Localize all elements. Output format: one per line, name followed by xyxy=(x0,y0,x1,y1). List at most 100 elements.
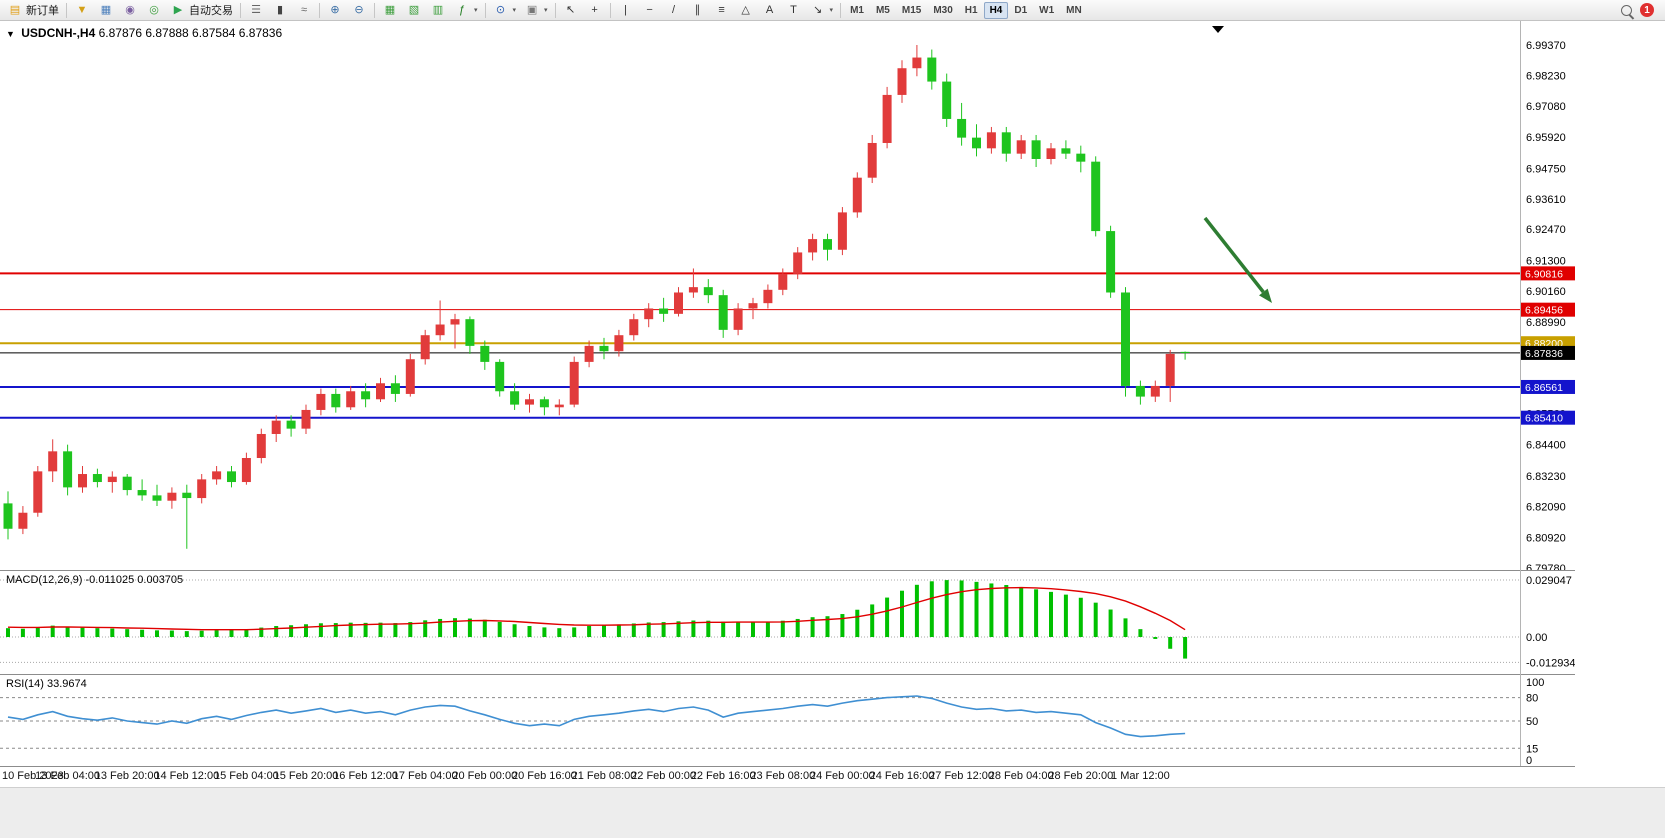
timeframe-d1[interactable]: D1 xyxy=(1014,4,1028,16)
trendline-button[interactable]: / xyxy=(662,2,686,19)
search-button[interactable] xyxy=(1614,2,1638,19)
new-order-button[interactable]: ▤ 新订单 xyxy=(3,2,63,19)
price-level-label xyxy=(1521,266,1575,281)
svg-text:6.82090: 6.82090 xyxy=(1526,501,1566,513)
arrows-button[interactable]: ↘ ▾ xyxy=(806,2,838,19)
horizontal-line-button[interactable]: − xyxy=(638,2,662,19)
shapes-button[interactable]: △ xyxy=(734,2,758,19)
time-axis-label: 15 Feb 04:00 xyxy=(213,770,279,782)
time-axis-label: 20 Feb 16:00 xyxy=(511,770,577,782)
trend-arrow-head xyxy=(1259,288,1272,303)
toolbar-separator xyxy=(319,2,320,18)
channel-button[interactable]: ∥ xyxy=(686,2,710,19)
svg-text:6.95920: 6.95920 xyxy=(1526,132,1566,144)
toolbar: ▤ 新订单 ▼ ▦ ◉ ◎ ▶ 自动交易 ☰ ▮ ≈ ⊕ ⊖ ▦ ▧ ▥ ƒ ▾ ⊙ ▾ ▣ ▾ ↖ + | − / ∥ ≡ △ A T ↘ ▾ M… xyxy=(0,0,1665,21)
timeframe-w1[interactable]: W1 xyxy=(1039,4,1055,16)
timeframe-m1[interactable]: M1 xyxy=(850,4,864,16)
tile-horizontal-button[interactable]: ▥ xyxy=(426,2,450,19)
vertical-line-button[interactable]: | xyxy=(614,2,638,19)
time-axis-label: 27 Feb 12:00 xyxy=(929,770,995,782)
crosshair-button[interactable]: + xyxy=(583,2,607,19)
bar-chart-icon: ☰ xyxy=(251,3,261,16)
svg-text:6.86561: 6.86561 xyxy=(1525,382,1563,394)
time-axis-label: 16 Feb 12:00 xyxy=(333,770,399,782)
text-label-button[interactable]: T xyxy=(782,2,806,19)
time-axis-label: 13 Feb 04:00 xyxy=(35,770,101,782)
timeframe-h4[interactable]: H4 xyxy=(983,1,1009,19)
market-watch-button[interactable]: ▼ xyxy=(70,2,94,19)
svg-text:80: 80 xyxy=(1526,693,1538,705)
data-window-icon: ▦ xyxy=(100,3,112,16)
cursor-icon: ↖ xyxy=(565,3,576,16)
navigator-button[interactable]: ◉ xyxy=(118,2,142,19)
periods-button[interactable]: ⊙ ▾ xyxy=(489,2,521,19)
svg-text:6.90160: 6.90160 xyxy=(1526,286,1566,298)
shapes-icon: △ xyxy=(741,3,750,16)
time-axis-label: 21 Feb 08:00 xyxy=(571,770,637,782)
terminal-icon: ◎ xyxy=(149,3,159,16)
text-icon: A xyxy=(765,3,774,16)
templates-button[interactable]: ▣ ▾ xyxy=(520,2,552,19)
svg-text:6.84400: 6.84400 xyxy=(1526,440,1566,452)
fibonacci-icon: ≡ xyxy=(718,3,725,16)
tile-windows-button[interactable]: ▦ xyxy=(378,2,402,19)
notification-badge[interactable]: 1 xyxy=(1640,3,1654,17)
magnifier-icon xyxy=(1620,4,1632,16)
toolbar-separator xyxy=(554,2,556,18)
toolbar-separator xyxy=(374,2,375,18)
time-axis-label: 17 Feb 04:00 xyxy=(392,770,458,782)
zoom-out-button[interactable]: ⊖ xyxy=(347,2,371,19)
trend-arrow-annotation[interactable] xyxy=(1203,216,1265,294)
indicators-button[interactable]: ƒ ▾ xyxy=(450,2,482,19)
main-price-chart[interactable]: 6.99370 6.98230 6.97080 6.95920 6.94750 6.936… xyxy=(0,21,1575,570)
time-axis-label: 28 Feb 04:00 xyxy=(988,770,1054,782)
template-icon: ▣ xyxy=(526,3,538,16)
zoom-in-button[interactable]: ⊕ xyxy=(323,2,347,19)
svg-text:0.029047: 0.029047 xyxy=(1526,575,1572,587)
auto-trading-button[interactable]: ▶ 自动交易 xyxy=(166,2,237,19)
toolbar-separator xyxy=(609,2,611,18)
macd-panel[interactable]: 0.029047 0.00 -0.012934 xyxy=(0,570,1575,674)
trendline-icon: / xyxy=(672,3,676,16)
svg-text:6.88990: 6.88990 xyxy=(1526,317,1566,329)
data-window-button[interactable]: ▦ xyxy=(94,2,118,19)
price-axis[interactable]: 6.99370 6.98230 6.97080 6.95920 6.94750 6.936… xyxy=(1526,40,1566,570)
svg-text:6.98230: 6.98230 xyxy=(1526,70,1566,82)
time-axis-label: 28 Feb 20:00 xyxy=(1048,770,1114,782)
dropdown-caret-icon: ▾ xyxy=(512,7,517,14)
fibonacci-button[interactable]: ≡ xyxy=(710,2,734,19)
time-axis-label: 13 Feb 20:00 xyxy=(94,770,160,782)
timeframe-h1[interactable]: H1 xyxy=(964,4,978,16)
svg-text:6.90816: 6.90816 xyxy=(1525,268,1563,280)
auto-trading-button-label: 自动交易 xyxy=(189,5,233,17)
timeframe-m30[interactable]: M30 xyxy=(933,4,953,16)
line-chart-button[interactable]: ≈ xyxy=(292,2,316,19)
toolbar-separator xyxy=(840,2,842,18)
rsi-panel[interactable]: 100 80 50 150 xyxy=(0,674,1575,766)
svg-text:0: 0 xyxy=(1526,755,1532,766)
price-level-label xyxy=(1521,379,1575,394)
svg-text:6.85410: 6.85410 xyxy=(1525,413,1563,425)
svg-text:15: 15 xyxy=(1526,743,1538,755)
cascade-windows-button[interactable]: ▧ xyxy=(402,2,426,19)
svg-text:-0.012934: -0.012934 xyxy=(1526,657,1575,669)
window-bottom-area xyxy=(0,787,1665,838)
time-axis[interactable]: 10 Feb 2023 13 Feb 04:00 13 Feb 20:00 14 Fe… xyxy=(0,766,1575,788)
svg-text:6.92470: 6.92470 xyxy=(1526,224,1566,236)
text-button[interactable]: A xyxy=(758,2,782,19)
timeframe-m15[interactable]: M15 xyxy=(901,4,922,16)
svg-text:6.93610: 6.93610 xyxy=(1526,194,1566,206)
candlestick-button[interactable]: ▮ xyxy=(268,2,292,19)
terminal-button[interactable]: ◎ xyxy=(142,2,166,19)
candlestick-icon: ▮ xyxy=(276,3,284,16)
bar-chart-button[interactable]: ☰ xyxy=(244,2,268,19)
chart-shift-marker-icon[interactable] xyxy=(1212,26,1224,33)
candlesticks xyxy=(3,45,1190,549)
timeframe-mn[interactable]: MN xyxy=(1066,4,1082,16)
cursor-button[interactable]: ↖ xyxy=(559,2,583,19)
toolbar-separator xyxy=(484,2,486,18)
toolbar-separator xyxy=(240,2,241,18)
toolbar-separator xyxy=(66,2,67,18)
timeframe-m5[interactable]: M5 xyxy=(875,4,890,16)
vline-icon: | xyxy=(624,3,627,16)
